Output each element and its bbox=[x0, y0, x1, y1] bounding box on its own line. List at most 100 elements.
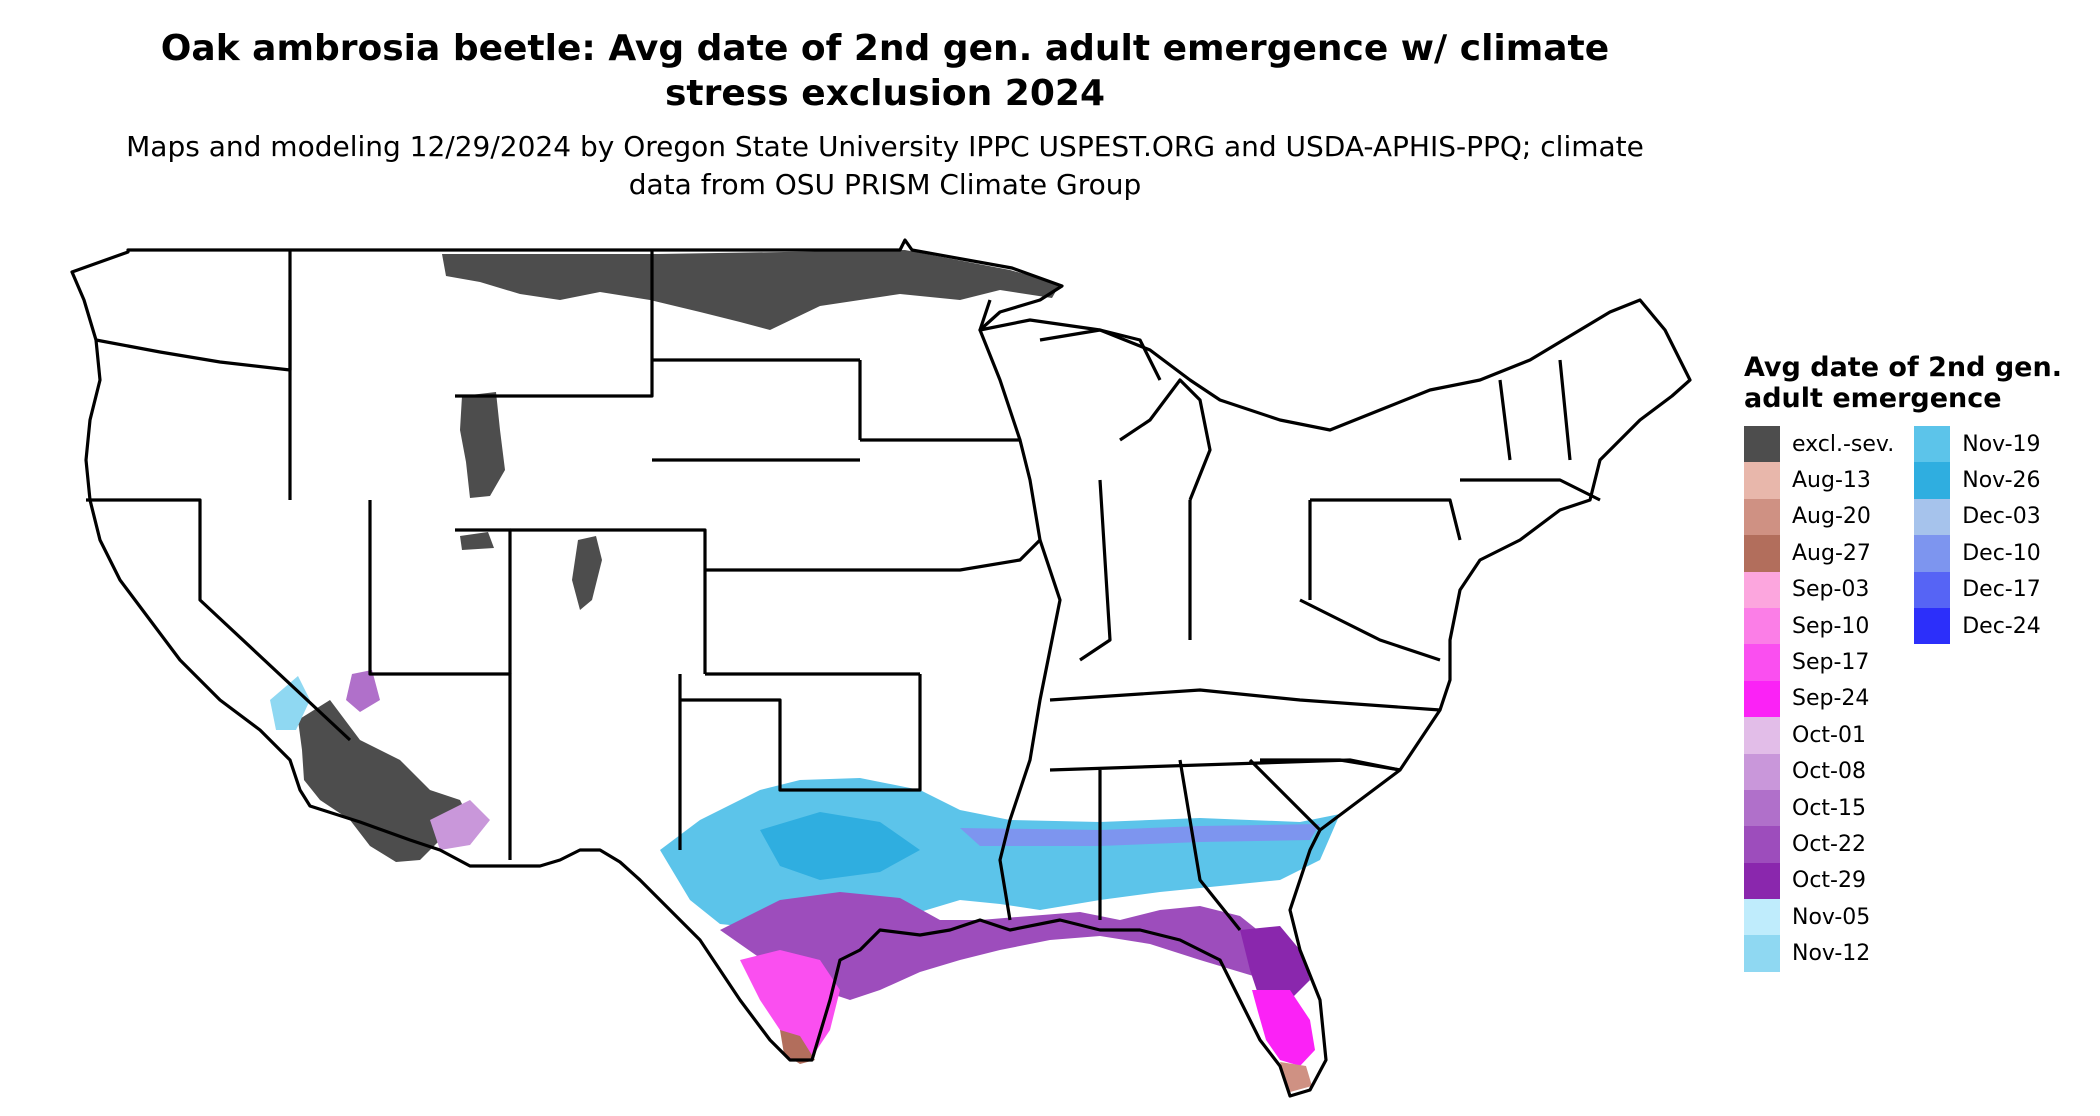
legend-item: Nov-26 bbox=[1914, 462, 2041, 499]
boundary-ia-mo bbox=[860, 438, 1042, 572]
boundary-ok-tx bbox=[680, 674, 922, 792]
legend-swatch bbox=[1914, 571, 1951, 608]
region-southwest-blue bbox=[270, 676, 310, 730]
boundary-nc-sc bbox=[1260, 758, 1401, 772]
legend-swatch bbox=[1744, 753, 1780, 790]
boundary-new-england bbox=[1460, 478, 1601, 502]
region-southern-periwinkle bbox=[960, 824, 1320, 846]
legend-label: Sep-10 bbox=[1792, 613, 1870, 639]
boundary-ny-vt-nh bbox=[1498, 359, 1572, 461]
legend-label: Aug-20 bbox=[1792, 504, 1871, 530]
legend-item: Dec-17 bbox=[1914, 571, 2041, 608]
boundary-ut-co bbox=[455, 528, 512, 674]
legend-item: Oct-15 bbox=[1744, 789, 1894, 827]
region-texas-tip-brown bbox=[780, 1030, 815, 1064]
legend-item: Sep-03 bbox=[1744, 571, 1894, 608]
boundary-wa-or bbox=[95, 300, 292, 372]
legend-swatch bbox=[1744, 862, 1780, 900]
region-florida-magenta bbox=[1252, 990, 1315, 1066]
boundary-ky-tn bbox=[1049, 688, 1441, 712]
legend-swatch bbox=[1914, 426, 1951, 463]
excluded-region-north-border bbox=[442, 250, 1060, 330]
legend-label: Nov-12 bbox=[1792, 941, 1871, 967]
legend-item: Aug-27 bbox=[1744, 535, 1894, 572]
boundary-pa-ny bbox=[1310, 498, 1462, 541]
legend-column-1: excl.-sev. Aug-13 Aug-20 Aug-27 Sep-03 S… bbox=[1744, 426, 1894, 972]
legend-swatch bbox=[1744, 935, 1780, 972]
legend-columns: excl.-sev. Aug-13 Aug-20 Aug-27 Sep-03 S… bbox=[1744, 426, 2064, 972]
boundary-va-wv bbox=[1299, 598, 1441, 662]
boundary-al-ga bbox=[1178, 759, 1242, 931]
map-subtitle: Maps and modeling 12/29/2024 by Oregon S… bbox=[126, 130, 1644, 201]
legend-swatch bbox=[1744, 498, 1780, 536]
legend-label: Oct-01 bbox=[1792, 722, 1866, 748]
legend-label: Sep-24 bbox=[1792, 686, 1870, 712]
legend-item: Oct-22 bbox=[1744, 826, 1894, 863]
region-gulf-purple bbox=[720, 892, 1310, 1000]
boundary-nv-ca bbox=[86, 498, 352, 742]
region-florida-purple bbox=[1240, 926, 1310, 1000]
map-title: Oak ambrosia beetle: Avg date of 2nd gen… bbox=[160, 28, 1610, 114]
legend-swatch bbox=[1744, 717, 1780, 754]
region-southern-dark-blue bbox=[760, 812, 920, 880]
legend-label: Dec-10 bbox=[1962, 540, 2041, 566]
legend-swatch bbox=[1744, 571, 1780, 608]
legend-item: Dec-10 bbox=[1914, 535, 2041, 572]
boundary-nv-ut bbox=[368, 500, 512, 860]
legend-swatch bbox=[1744, 680, 1780, 718]
region-texas-magenta bbox=[740, 950, 840, 1060]
legend-swatch bbox=[1744, 607, 1780, 645]
legend-label: Oct-22 bbox=[1792, 831, 1866, 857]
legend-label: Oct-15 bbox=[1792, 795, 1866, 821]
excluded-region-desert-southwest bbox=[298, 700, 470, 862]
legend-label: Aug-13 bbox=[1792, 468, 1871, 494]
legend-label: Dec-24 bbox=[1962, 613, 2041, 639]
legend-item: Nov-19 bbox=[1914, 426, 2041, 463]
legend-label: Dec-03 bbox=[1962, 504, 2041, 530]
us-outline bbox=[70, 238, 1692, 1098]
legend-label: Aug-27 bbox=[1792, 540, 1871, 566]
legend-item: Oct-29 bbox=[1744, 862, 1894, 900]
region-southwest-lavender bbox=[430, 800, 490, 850]
legend-label: Dec-17 bbox=[1962, 577, 2041, 603]
legend-item: Nov-05 bbox=[1744, 899, 1894, 936]
legend-label: excl.-sev. bbox=[1792, 431, 1895, 457]
legend-item: Oct-08 bbox=[1744, 753, 1894, 790]
excluded-regions bbox=[298, 250, 1060, 862]
legend-swatch bbox=[1744, 462, 1780, 499]
legend-item: Aug-20 bbox=[1744, 498, 1894, 536]
boundary-michigan bbox=[1039, 328, 1212, 501]
legend-swatch bbox=[1914, 462, 1951, 499]
boundary-mt-wy bbox=[455, 250, 654, 398]
excluded-region-colorado bbox=[572, 536, 602, 610]
legend-swatch bbox=[1914, 498, 1951, 536]
region-florida-tip-brown bbox=[1280, 1062, 1312, 1092]
legend-item: Sep-17 bbox=[1744, 644, 1894, 681]
state-boundaries bbox=[70, 238, 1692, 1098]
legend-swatch bbox=[1744, 644, 1780, 681]
legend-title: Avg date of 2nd gen. adult emergence bbox=[1744, 352, 2062, 414]
boundary-ga-sc bbox=[1248, 758, 1322, 832]
legend-item: excl.-sev. bbox=[1744, 426, 1895, 463]
legend-label: Oct-08 bbox=[1792, 759, 1866, 785]
legend-label: Sep-03 bbox=[1792, 577, 1870, 603]
map-legend: Avg date of 2nd gen. adult emergence exc… bbox=[1744, 352, 2064, 972]
legend-swatch bbox=[1914, 535, 1951, 572]
boundary-il-in bbox=[1079, 479, 1112, 662]
legend-swatch bbox=[1744, 789, 1780, 827]
legend-item: Nov-12 bbox=[1744, 935, 1894, 972]
legend-swatch bbox=[1744, 535, 1780, 572]
legend-item: Aug-13 bbox=[1744, 462, 1894, 499]
legend-label: Nov-05 bbox=[1792, 904, 1871, 930]
legend-item: Sep-10 bbox=[1744, 607, 1894, 645]
boundary-co bbox=[510, 528, 707, 674]
boundary-mn-wi bbox=[858, 299, 1022, 441]
legend-swatch bbox=[1744, 826, 1780, 863]
boundary-mississippi bbox=[998, 539, 1062, 921]
legend-item: Oct-01 bbox=[1744, 717, 1894, 754]
legend-label: Nov-26 bbox=[1962, 468, 2041, 494]
emergence-regions bbox=[270, 670, 1340, 1092]
legend-item: Dec-03 bbox=[1914, 498, 2041, 536]
legend-swatch bbox=[1744, 426, 1780, 463]
